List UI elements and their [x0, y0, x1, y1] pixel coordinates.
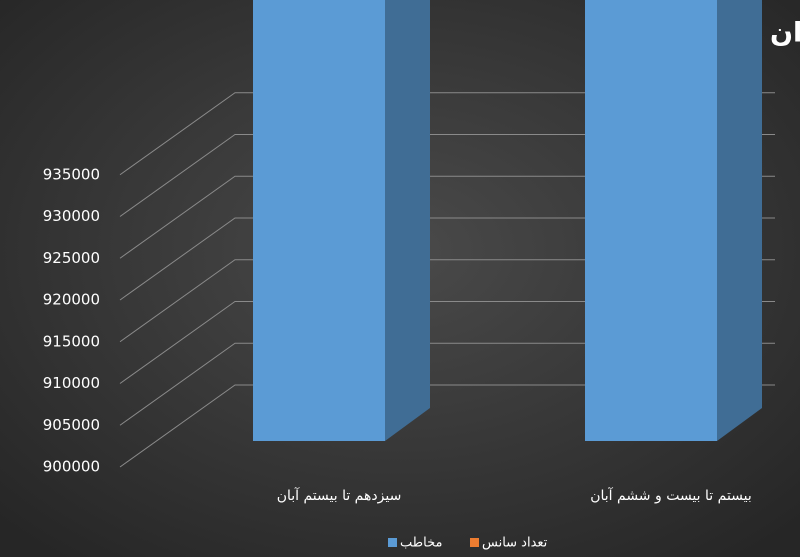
y-tick-label: 900000: [43, 458, 100, 476]
bar-front: [253, 0, 385, 441]
bar-side: [717, 0, 762, 441]
x-tick-label: بیستم تا بیست و ششم آبان: [590, 487, 752, 504]
y-tick-label: 905000: [43, 416, 100, 434]
bar-segment: [253, 0, 430, 441]
x-tick-label: سیزدهم تا بیستم آبان: [277, 487, 402, 504]
y-tick-label: 935000: [43, 165, 100, 183]
y-tick-label: 915000: [43, 332, 100, 350]
legend-swatch: [388, 538, 397, 547]
legend-swatch: [470, 538, 479, 547]
legend-label: تعداد سانس: [482, 536, 548, 551]
bar-side: [385, 0, 430, 441]
y-tick-label: 910000: [43, 374, 100, 392]
y-tick-label: 920000: [43, 291, 100, 309]
chart-title: مقایسه تعداد مخاطبان و سانس‌های اکران: [770, 18, 800, 49]
bar-segment: [585, 0, 762, 441]
legend-label: مخاطب: [400, 536, 442, 551]
bar-front: [585, 0, 717, 441]
y-tick-label: 925000: [43, 249, 100, 267]
y-tick-label: 930000: [43, 207, 100, 225]
